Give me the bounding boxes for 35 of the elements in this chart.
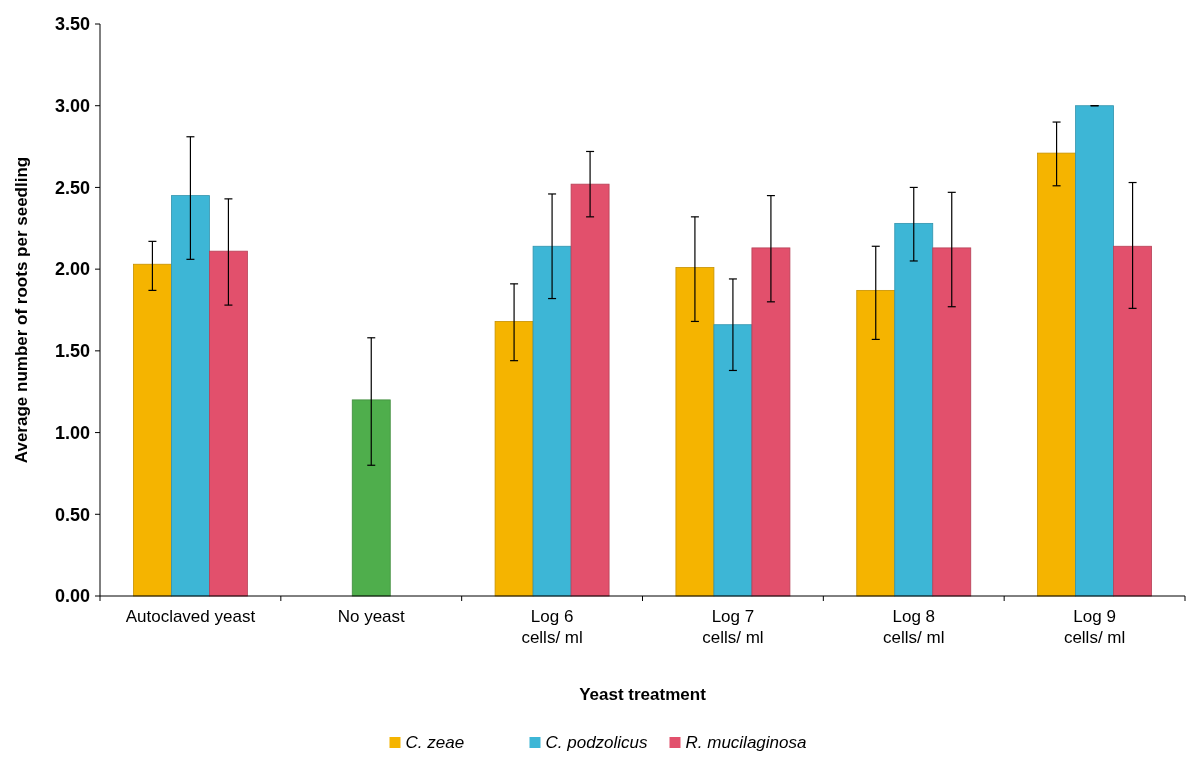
bar [532,245,572,597]
bar [570,183,610,597]
y-tick-label: 3.50 [54,14,90,35]
bar [494,321,534,597]
bar [1037,152,1076,597]
bar [713,324,753,597]
x-tick-label: Log 9 cells/ ml [1063,607,1126,647]
bar [133,263,172,597]
x-tick-label: Autoclaved yeast [125,607,256,626]
y-tick-label: 1.00 [54,422,90,443]
y-axis-title: Average number of roots per seedling [12,156,31,464]
legend-label: R. mucilaginosa [685,733,807,752]
bar [751,247,791,597]
legend-label: C. zeae [405,733,465,752]
x-tick-label: Log 7 cells/ ml [702,607,764,647]
bar [932,247,972,597]
bar [894,222,934,597]
y-tick-label: 0.00 [54,586,90,607]
x-tick-label: Log 6 cells/ ml [521,607,583,647]
bar [1075,105,1114,597]
bar [351,399,391,597]
y-tick-label: 0.50 [54,504,90,525]
bar [675,267,715,597]
x-tick-label: Log 8 cells/ ml [883,607,945,647]
legend-label: C. podzolicus [545,733,649,752]
x-tick-label: No yeast [337,607,406,626]
y-tick-label: 1.50 [54,341,90,362]
bar [856,289,896,597]
bar [171,195,210,597]
y-tick-label: 3.00 [54,96,90,117]
y-tick-label: 2.50 [54,177,90,198]
y-tick-label: 2.00 [54,259,90,280]
bar [1113,245,1152,597]
bar [209,250,248,597]
x-axis-title: Yeast treatment [579,685,707,704]
